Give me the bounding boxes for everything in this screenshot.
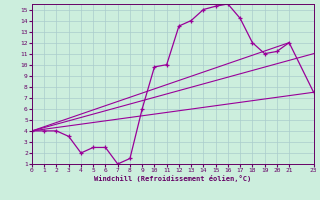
X-axis label: Windchill (Refroidissement éolien,°C): Windchill (Refroidissement éolien,°C) [94, 175, 252, 182]
